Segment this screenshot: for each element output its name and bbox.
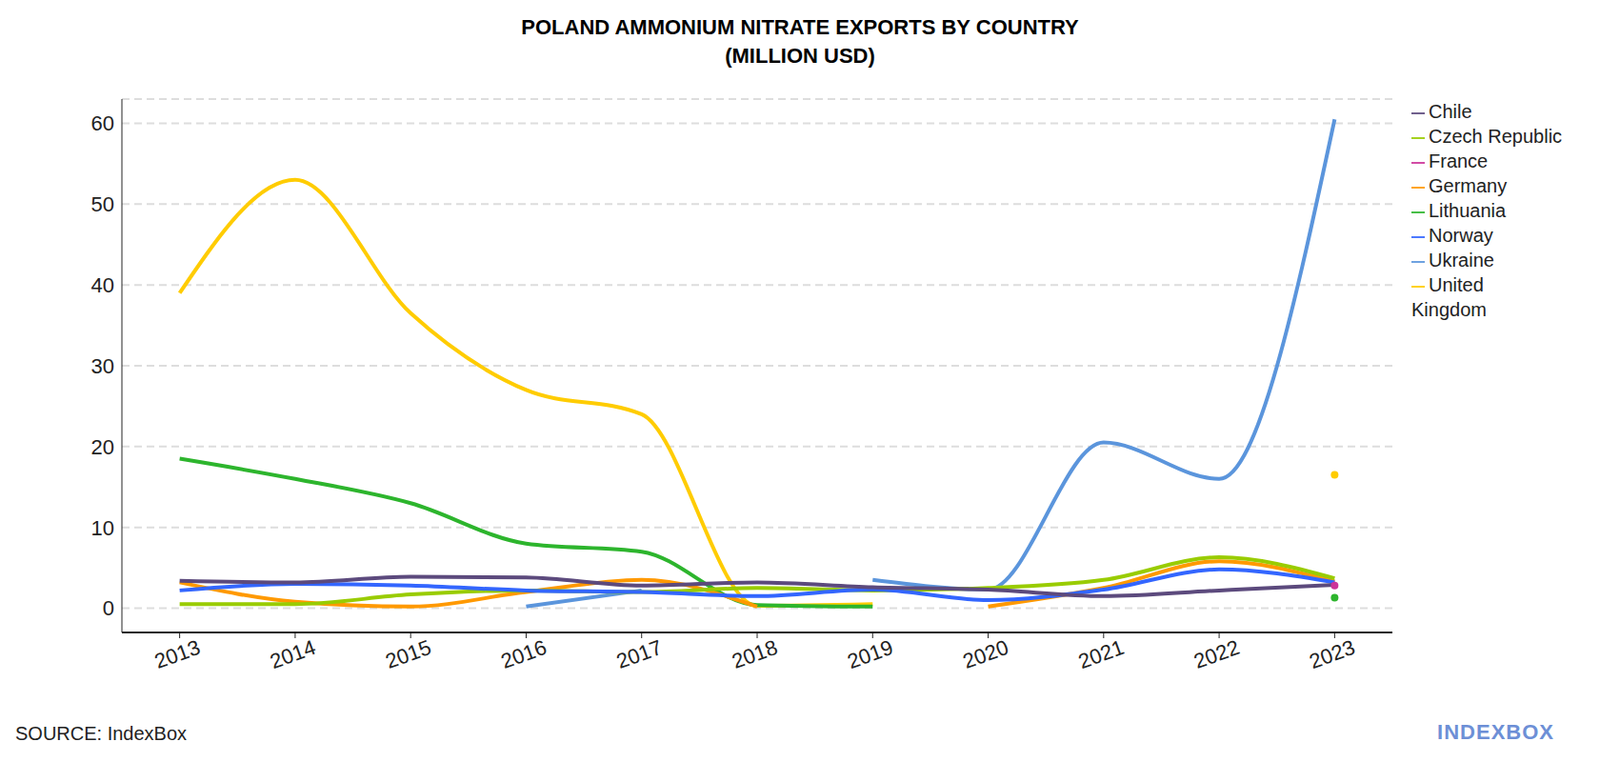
svg-text:2017: 2017	[613, 635, 666, 674]
html-text:Chile: Chile	[1428, 100, 1472, 122]
svg-text:60: 60	[91, 111, 115, 136]
svg-text:2020: 2020	[960, 635, 1013, 674]
svg-text:0: 0	[102, 596, 115, 620]
svg-text:2021: 2021	[1075, 635, 1128, 674]
svg-text:2018: 2018	[728, 635, 781, 674]
html-text:Ukraine: Ukraine	[1428, 249, 1495, 271]
svg-text:2014: 2014	[266, 635, 320, 674]
html-text:Germany: Germany	[1428, 175, 1507, 197]
svg-text:40: 40	[91, 273, 115, 298]
html-text:INDEXBOX: INDEXBOX	[1437, 720, 1555, 744]
svg-text:2023: 2023	[1306, 635, 1360, 674]
html-text:POLAND AMMONIUM NITRATE EXPORT: POLAND AMMONIUM NITRATE EXPORTS BY COUNT…	[521, 15, 1079, 40]
html-text:Czech Republic: Czech Republic	[1428, 125, 1562, 147]
svg-text:30: 30	[91, 354, 115, 379]
svg-text:2013: 2013	[151, 635, 204, 674]
svg-text:2019: 2019	[843, 635, 897, 674]
html-text:France: France	[1428, 150, 1488, 172]
html-text:SOURCE: IndexBox: SOURCE: IndexBox	[15, 722, 187, 744]
svg-text:50: 50	[91, 192, 115, 217]
html-text:Lithuania: Lithuania	[1428, 200, 1506, 221]
svg-text:2016: 2016	[498, 635, 551, 674]
svg-text:20: 20	[91, 435, 115, 460]
svg-text:2022: 2022	[1190, 635, 1243, 674]
svg-text:10: 10	[91, 516, 115, 540]
html-text:Norway: Norway	[1428, 224, 1494, 246]
svg-text:2015: 2015	[381, 635, 435, 674]
html-text:United Kingdom: United Kingdom	[1411, 274, 1487, 320]
html-text:(MILLION USD): (MILLION USD)	[724, 43, 876, 68]
